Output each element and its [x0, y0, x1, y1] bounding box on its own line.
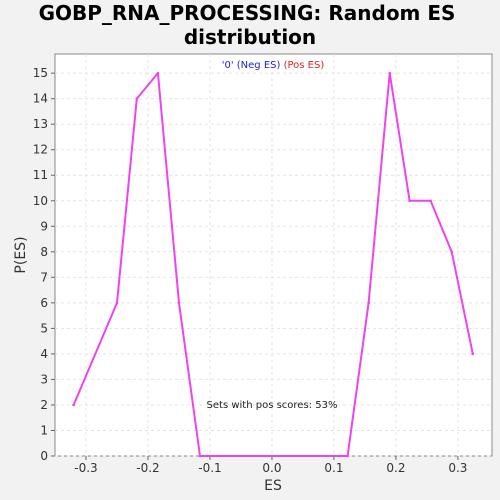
- plot-area: [54, 53, 493, 457]
- x-tick-label: 0.2: [386, 461, 405, 475]
- y-tick-label: 0: [40, 449, 48, 463]
- y-tick-label: 7: [40, 270, 48, 284]
- legend: '0' (Neg ES) (Pos ES): [222, 60, 325, 71]
- x-tick-label: 0.1: [324, 461, 343, 475]
- legend-entry-pos: (Pos ES): [284, 60, 325, 71]
- x-tick-label: -0.2: [136, 461, 159, 475]
- chart-title-line-1: GOBP_RNA_PROCESSING: Random ES: [39, 1, 456, 25]
- data-point: [429, 199, 432, 203]
- legend-entry-neg: '0' (Neg ES): [222, 60, 281, 71]
- data-point: [346, 454, 349, 458]
- x-tick-label: -0.1: [198, 461, 221, 475]
- y-tick-label: 8: [40, 245, 48, 259]
- y-tick-label: 15: [33, 66, 48, 80]
- annotation-pos-scores: Sets with pos scores: 53%: [207, 400, 338, 411]
- y-axis-label: P(ES): [13, 236, 29, 273]
- series-group: [72, 71, 475, 458]
- data-point: [408, 199, 411, 203]
- y-tick-label: 3: [40, 372, 48, 386]
- y-tick-label: 2: [40, 398, 48, 412]
- data-point: [72, 403, 75, 407]
- x-tick-label: 0.0: [262, 461, 281, 475]
- data-point: [388, 71, 392, 75]
- axes: -0.3 -0.2 -0.1 0.0 0.1 0.2 0.30123456789101112…: [33, 66, 468, 475]
- y-tick-label: 14: [33, 92, 48, 106]
- x-tick-label: -0.3: [74, 461, 97, 475]
- data-point: [177, 301, 181, 305]
- y-tick-label: 6: [40, 296, 48, 310]
- data-point: [450, 250, 454, 254]
- data-point: [135, 97, 139, 100]
- y-tick-label: 4: [40, 347, 48, 361]
- y-tick-label: 9: [40, 219, 48, 233]
- data-point: [198, 454, 202, 458]
- chart-title-line-2: distribution: [184, 25, 316, 49]
- data-point: [471, 352, 475, 356]
- grid: [55, 54, 492, 457]
- x-axis-label: ES: [264, 478, 282, 494]
- y-tick-label: 11: [33, 168, 48, 182]
- data-point: [156, 71, 160, 75]
- data-point: [115, 301, 119, 305]
- y-tick-label: 12: [33, 143, 48, 157]
- y-tick-label: 1: [40, 423, 48, 437]
- y-tick-label: 10: [33, 194, 48, 208]
- y-tick-label: 5: [40, 321, 48, 335]
- x-tick-label: 0.3: [448, 461, 467, 475]
- y-tick-label: 13: [33, 117, 48, 131]
- data-point: [367, 301, 370, 305]
